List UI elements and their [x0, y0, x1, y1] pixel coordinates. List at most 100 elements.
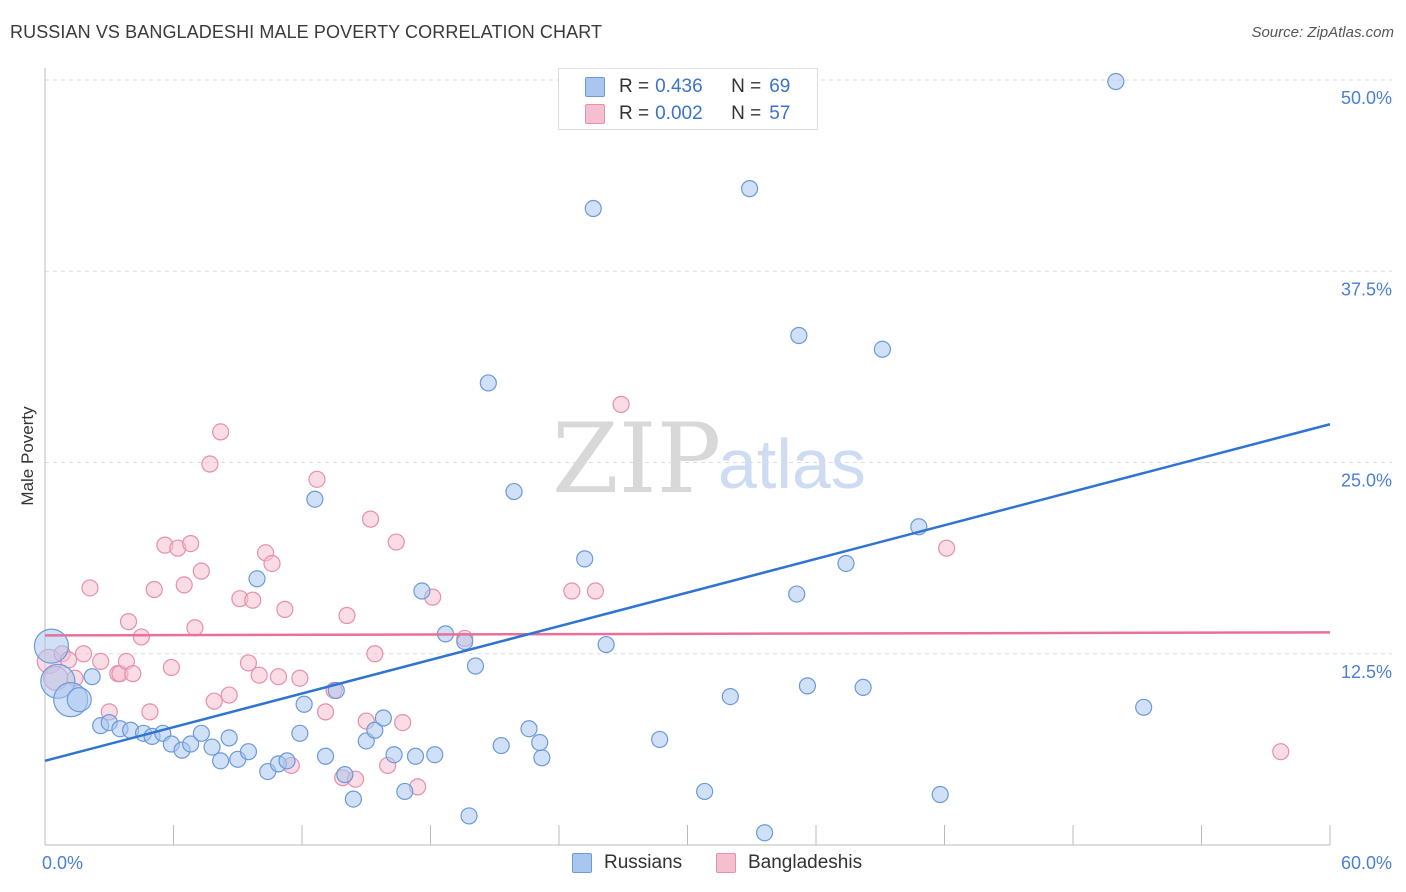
bangladeshis-point	[186, 619, 204, 637]
russians-point	[651, 730, 669, 749]
russians-point	[295, 695, 313, 713]
bangladeshis-point	[201, 455, 219, 473]
russians-point	[278, 752, 296, 770]
russians-point	[597, 635, 615, 654]
series-swatch-russians	[572, 853, 592, 873]
bangladeshis-point	[361, 510, 380, 528]
legend-r-label: R =	[619, 103, 650, 124]
russians-point	[755, 824, 774, 842]
legend-swatch-russians	[585, 77, 605, 97]
russians-point	[396, 782, 414, 801]
series-legend-bangladeshis[interactable]: Bangladeshis	[716, 852, 862, 874]
legend-r-label: R =	[619, 76, 650, 97]
bangladeshis-point	[239, 654, 258, 672]
bangladeshis-point	[387, 533, 405, 551]
russians-point	[576, 550, 594, 568]
trend-lines	[44, 423, 1331, 763]
bangladeshis-point	[145, 580, 163, 599]
russians-points	[33, 71, 1153, 842]
russians-point	[220, 729, 238, 747]
russians-point	[306, 490, 324, 508]
bangladeshis-point	[308, 470, 326, 488]
russians-point	[366, 721, 384, 739]
legend-row-russians: R = 0.436 N = 69	[585, 75, 790, 99]
x-tick-labels: 0.0% 60.0%	[42, 853, 1392, 873]
legend-n-value-bangladeshis: 57	[769, 103, 791, 124]
legend-row-bangladeshis: R = 0.002 N = 57	[585, 102, 790, 126]
legend-n-label: N =	[731, 103, 762, 124]
bangladeshis-point	[141, 703, 159, 721]
russians-point	[192, 724, 210, 742]
russians-point	[426, 746, 444, 764]
russians-point	[1135, 698, 1153, 716]
russians-point	[456, 632, 474, 651]
russians-point	[492, 736, 510, 755]
bangladeshis-point	[263, 554, 281, 573]
russians-point	[336, 766, 354, 784]
bangladeshis-point	[192, 562, 210, 580]
russians-point	[533, 749, 551, 767]
russians-point	[406, 747, 425, 765]
russians-point	[520, 720, 538, 738]
russians-point	[385, 746, 403, 764]
russians-point	[584, 199, 602, 218]
bangladeshis-point	[244, 591, 262, 609]
russians-point	[931, 785, 949, 804]
bangladeshis-point	[291, 669, 309, 687]
bangladeshis-point	[175, 576, 193, 594]
y-tick-label: 37.5%	[1341, 279, 1392, 299]
russians-point	[344, 790, 362, 808]
russians-point	[212, 752, 230, 770]
bangladeshis-point	[81, 579, 99, 597]
y-tick-label: 25.0%	[1341, 471, 1392, 491]
russians-trend-line	[44, 423, 1331, 763]
russians-point	[479, 374, 497, 392]
bangladeshis-point	[586, 582, 605, 600]
russians-point	[741, 180, 759, 198]
russians-point	[460, 807, 478, 825]
bangladeshis-point	[220, 686, 238, 704]
bangladeshis-point	[338, 606, 356, 625]
legend-r-value-russians: 0.436	[655, 76, 703, 97]
russians-point	[696, 782, 714, 801]
bangladeshis-point	[132, 628, 150, 646]
bangladeshis-point	[92, 652, 110, 671]
bangladeshis-point	[394, 713, 412, 732]
bangladeshis-point	[212, 423, 230, 441]
bangladeshis-point	[182, 534, 200, 553]
y-axis-title: Male Poverty	[18, 406, 37, 506]
bangladeshis-point	[1272, 743, 1290, 761]
russians-point	[413, 582, 431, 600]
grid-lines	[45, 79, 1392, 655]
bangladeshis-point	[269, 668, 288, 686]
series-legend-russians[interactable]: Russians	[572, 852, 682, 874]
chart-source: Source: ZipAtlas.com	[1251, 24, 1394, 41]
legend-n-label: N =	[731, 76, 762, 97]
russians-point	[798, 677, 817, 695]
russians-point	[837, 554, 855, 573]
russians-point	[466, 657, 485, 675]
watermark: ZIP atlas	[552, 403, 866, 515]
russians-point	[239, 743, 258, 761]
watermark-zip: ZIP	[552, 403, 721, 515]
legend-r-value-bangladeshis: 0.002	[655, 103, 703, 124]
bangladeshis-point	[276, 600, 294, 618]
legend-swatch-bangladeshis	[585, 104, 605, 124]
series-legend: Russians Bangladeshis	[0, 852, 1406, 878]
russians-point	[788, 585, 806, 603]
russians-point	[182, 735, 200, 753]
russians-point	[790, 326, 808, 345]
series-legend-label-russians: Russians	[604, 852, 683, 873]
bangladeshis-point	[938, 539, 956, 557]
russians-point	[203, 738, 221, 756]
y-tick-label: 50.0%	[1341, 88, 1392, 108]
bangladeshis-point	[205, 692, 223, 710]
axes	[44, 68, 1331, 846]
russians-point	[854, 678, 872, 697]
correlation-legend: R = 0.436 N = 69 R = 0.002 N = 57	[558, 68, 818, 130]
legend-n-value-russians: 69	[769, 76, 791, 97]
bangladeshis-point	[162, 658, 180, 677]
russians-point	[33, 628, 70, 664]
bangladeshis-point	[124, 665, 142, 683]
russians-point	[721, 687, 739, 706]
